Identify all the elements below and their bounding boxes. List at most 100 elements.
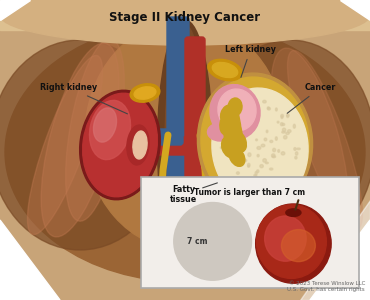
Ellipse shape — [165, 25, 205, 265]
Ellipse shape — [281, 114, 283, 117]
Ellipse shape — [158, 20, 212, 270]
Ellipse shape — [248, 188, 251, 190]
Ellipse shape — [65, 39, 124, 221]
Ellipse shape — [263, 100, 266, 103]
Ellipse shape — [295, 152, 298, 155]
Ellipse shape — [228, 127, 230, 130]
Ellipse shape — [222, 136, 238, 158]
Ellipse shape — [218, 89, 256, 131]
Ellipse shape — [228, 98, 242, 116]
FancyBboxPatch shape — [142, 129, 183, 145]
Ellipse shape — [265, 216, 306, 261]
Ellipse shape — [287, 130, 291, 133]
Ellipse shape — [233, 132, 246, 152]
Ellipse shape — [286, 132, 289, 134]
Ellipse shape — [221, 136, 224, 139]
Ellipse shape — [256, 205, 326, 278]
Ellipse shape — [0, 0, 370, 45]
Ellipse shape — [254, 175, 257, 176]
Ellipse shape — [220, 147, 223, 148]
Polygon shape — [0, 0, 30, 20]
Ellipse shape — [242, 183, 246, 185]
Ellipse shape — [282, 230, 315, 262]
Text: Right kidney: Right kidney — [40, 83, 127, 114]
Ellipse shape — [212, 88, 308, 206]
Ellipse shape — [5, 22, 365, 282]
Text: © 2023 Terese Winslow LLC
U.S. Govt. has certain rights: © 2023 Terese Winslow LLC U.S. Govt. has… — [287, 281, 365, 292]
Ellipse shape — [234, 155, 238, 158]
Ellipse shape — [266, 188, 269, 190]
Ellipse shape — [271, 48, 349, 242]
Circle shape — [174, 202, 252, 280]
Ellipse shape — [256, 204, 331, 283]
Ellipse shape — [270, 187, 272, 189]
Ellipse shape — [294, 148, 296, 150]
Ellipse shape — [269, 168, 273, 170]
Bar — [0, 0, 370, 30]
Ellipse shape — [241, 143, 243, 147]
Ellipse shape — [248, 165, 249, 167]
Ellipse shape — [221, 105, 233, 123]
Polygon shape — [300, 200, 370, 300]
Ellipse shape — [229, 125, 232, 128]
Ellipse shape — [249, 132, 252, 134]
Text: Left kidney: Left kidney — [225, 45, 276, 77]
Ellipse shape — [280, 123, 283, 126]
Ellipse shape — [229, 140, 231, 143]
Ellipse shape — [287, 114, 289, 116]
Ellipse shape — [244, 160, 247, 161]
Ellipse shape — [287, 115, 289, 118]
Ellipse shape — [224, 120, 242, 148]
Ellipse shape — [127, 125, 149, 165]
Ellipse shape — [244, 104, 248, 107]
Ellipse shape — [241, 128, 244, 132]
Ellipse shape — [259, 183, 261, 185]
FancyBboxPatch shape — [137, 137, 193, 155]
Ellipse shape — [229, 126, 233, 130]
Ellipse shape — [275, 108, 277, 111]
Ellipse shape — [201, 77, 309, 207]
Ellipse shape — [261, 144, 265, 147]
FancyBboxPatch shape — [167, 17, 189, 283]
Ellipse shape — [268, 107, 270, 110]
Ellipse shape — [257, 170, 259, 172]
Text: Stage II Kidney Cancer: Stage II Kidney Cancer — [110, 11, 260, 24]
Ellipse shape — [295, 156, 297, 159]
Ellipse shape — [274, 184, 276, 185]
Ellipse shape — [260, 188, 264, 189]
Ellipse shape — [133, 131, 147, 159]
Ellipse shape — [236, 172, 239, 174]
Ellipse shape — [223, 135, 225, 139]
Text: Cancer: Cancer — [287, 83, 336, 113]
Ellipse shape — [282, 128, 286, 132]
Ellipse shape — [229, 148, 245, 166]
Ellipse shape — [253, 111, 256, 113]
Ellipse shape — [282, 123, 285, 125]
Polygon shape — [0, 220, 60, 300]
Ellipse shape — [264, 138, 267, 141]
FancyBboxPatch shape — [199, 133, 250, 149]
FancyBboxPatch shape — [197, 143, 253, 161]
Ellipse shape — [273, 148, 276, 152]
Text: 7 cm: 7 cm — [187, 237, 208, 246]
Ellipse shape — [257, 146, 261, 149]
Ellipse shape — [248, 163, 250, 167]
Ellipse shape — [293, 124, 295, 128]
Ellipse shape — [90, 100, 131, 160]
Ellipse shape — [212, 62, 238, 78]
Ellipse shape — [268, 107, 269, 109]
Ellipse shape — [257, 154, 259, 157]
Ellipse shape — [277, 121, 279, 123]
FancyBboxPatch shape — [141, 177, 359, 288]
Ellipse shape — [256, 139, 258, 141]
Ellipse shape — [205, 40, 370, 250]
Ellipse shape — [27, 56, 102, 235]
Ellipse shape — [255, 176, 258, 179]
Ellipse shape — [260, 165, 263, 168]
Ellipse shape — [83, 93, 157, 197]
Text: Fatty
tissue: Fatty tissue — [170, 183, 217, 204]
Ellipse shape — [286, 209, 301, 216]
Ellipse shape — [256, 116, 258, 118]
Ellipse shape — [248, 153, 251, 157]
Ellipse shape — [210, 85, 260, 140]
